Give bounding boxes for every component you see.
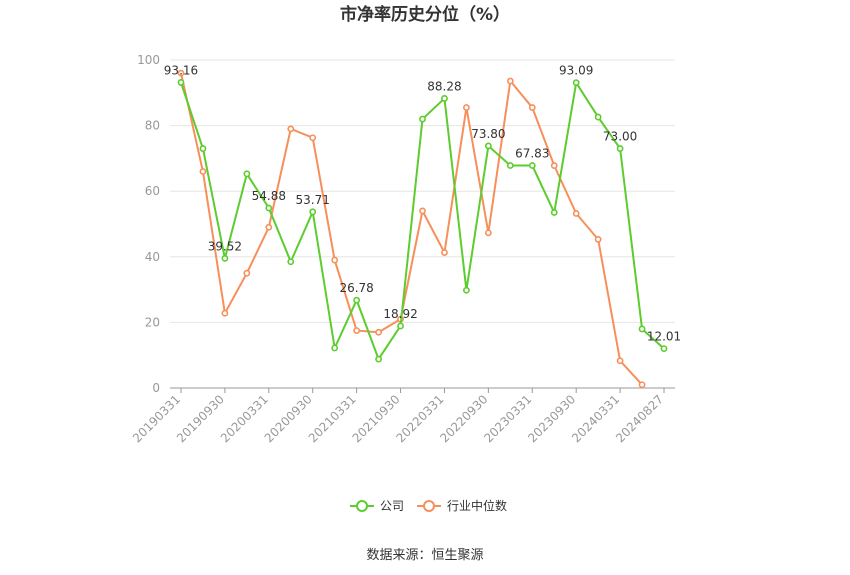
y-tick-label: 60	[145, 184, 160, 198]
series-lines	[177, 69, 668, 389]
data-label: 54.88	[252, 189, 286, 203]
data-point[interactable]	[572, 210, 580, 217]
chart-title: 市净率历史分位（%）	[340, 4, 510, 25]
data-point[interactable]	[375, 355, 382, 363]
data-point[interactable]	[616, 145, 624, 152]
data-point[interactable]	[353, 296, 361, 304]
data-point[interactable]	[528, 162, 536, 169]
data-label: 12.01	[647, 330, 681, 344]
y-tick-label: 100	[137, 53, 160, 67]
series-line	[180, 79, 665, 362]
legend[interactable]: 公司 行业中位数	[350, 498, 507, 513]
data-labels: 93.16 39.52 54.88 53.71 26.78 18.92 88.28 73.80…	[164, 63, 681, 343]
data-point[interactable]	[221, 309, 229, 317]
data-point[interactable]	[331, 256, 339, 264]
data-point[interactable]	[550, 209, 558, 216]
data-point[interactable]	[353, 327, 361, 334]
y-tick-label: 40	[145, 250, 160, 264]
data-label: 26.78	[339, 281, 373, 295]
data-point[interactable]	[419, 115, 426, 123]
data-point[interactable]	[177, 69, 185, 77]
data-label: 73.80	[471, 127, 505, 141]
data-point[interactable]	[660, 345, 668, 353]
data-point[interactable]	[265, 223, 273, 231]
data-point[interactable]	[528, 104, 536, 111]
data-point[interactable]	[506, 162, 514, 169]
data-point[interactable]	[375, 328, 382, 336]
data-point[interactable]	[243, 170, 251, 178]
y-tick-label: 80	[145, 119, 160, 133]
data-point[interactable]	[484, 142, 492, 150]
legend-item-0[interactable]: 公司	[350, 499, 404, 513]
legend-label: 公司	[380, 499, 404, 513]
data-point[interactable]	[638, 381, 646, 389]
data-point[interactable]	[463, 286, 470, 294]
data-point[interactable]	[287, 125, 295, 133]
data-point[interactable]	[594, 113, 602, 121]
data-point[interactable]	[506, 77, 514, 85]
data-label: 88.28	[427, 79, 461, 93]
data-label: 67.83	[515, 147, 549, 161]
data-label: 93.09	[559, 64, 593, 78]
data-point[interactable]	[441, 95, 448, 102]
data-label: 73.00	[603, 130, 637, 144]
data-point[interactable]	[419, 207, 426, 215]
data-point[interactable]	[616, 357, 624, 365]
y-tick-label: 0	[152, 381, 160, 395]
data-point[interactable]	[331, 344, 339, 352]
series-0	[177, 79, 668, 363]
data-point[interactable]	[463, 104, 470, 111]
legend-item-1[interactable]: 行业中位数	[417, 498, 507, 513]
data-point[interactable]	[309, 208, 317, 216]
data-point[interactable]	[594, 236, 602, 243]
data-point[interactable]	[177, 79, 185, 86]
legend-swatch-marker	[356, 500, 368, 512]
y-tick-label: 20	[145, 315, 160, 329]
legend-swatch-marker	[423, 500, 435, 512]
data-point[interactable]	[199, 145, 207, 152]
gridlines	[170, 59, 675, 323]
data-point[interactable]	[309, 134, 317, 142]
data-label: 18.92	[383, 307, 417, 321]
data-point[interactable]	[638, 325, 646, 333]
data-point[interactable]	[221, 254, 229, 262]
data-point[interactable]	[397, 322, 404, 330]
data-point[interactable]	[441, 249, 448, 256]
data-point[interactable]	[287, 258, 295, 266]
data-point[interactable]	[199, 168, 207, 175]
data-label: 39.52	[208, 239, 242, 253]
data-point[interactable]	[243, 269, 251, 277]
data-point[interactable]	[550, 162, 558, 170]
x-tick-label: 20240827	[613, 392, 666, 445]
data-label: 93.16	[164, 63, 198, 77]
legend-label: 行业中位数	[447, 498, 507, 513]
series-line	[180, 72, 643, 386]
data-point[interactable]	[572, 79, 580, 87]
series-1	[177, 69, 646, 389]
data-label: 53.71	[296, 193, 330, 207]
data-point[interactable]	[484, 229, 492, 237]
source-note: 数据来源：恒生聚源	[366, 548, 483, 563]
data-point[interactable]	[265, 204, 273, 212]
